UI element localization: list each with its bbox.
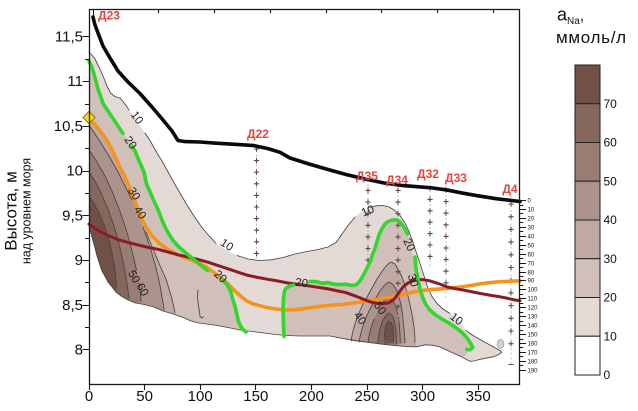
svg-text:10,5: 10,5 (54, 118, 83, 135)
svg-text:20: 20 (604, 291, 618, 305)
svg-text:11: 11 (67, 73, 83, 90)
svg-text:350: 350 (466, 388, 491, 405)
svg-text:10: 10 (528, 208, 535, 214)
svg-text:Д35: Д35 (356, 169, 378, 183)
svg-text:Д33: Д33 (445, 171, 467, 185)
svg-text:60: 60 (134, 281, 151, 298)
svg-text:Д32: Д32 (417, 167, 439, 181)
svg-text:10: 10 (218, 237, 235, 254)
svg-text:50: 50 (125, 268, 142, 285)
svg-text:250: 250 (354, 388, 379, 405)
svg-text:150: 150 (528, 333, 539, 339)
svg-text:40: 40 (131, 204, 148, 221)
svg-text:0: 0 (528, 199, 532, 205)
svg-text:Д23: Д23 (98, 9, 120, 23)
svg-text:ммоль/л: ммоль/л (556, 28, 627, 47)
svg-text:80: 80 (528, 271, 535, 277)
svg-text:50: 50 (528, 244, 535, 250)
svg-text:20: 20 (294, 277, 308, 291)
svg-text:11,5: 11,5 (55, 29, 83, 46)
svg-text:300: 300 (410, 388, 435, 405)
svg-text:140: 140 (528, 324, 539, 330)
svg-text:40: 40 (528, 235, 535, 241)
svg-text:Д34: Д34 (386, 173, 408, 187)
svg-text:90: 90 (528, 279, 535, 285)
svg-text:10: 10 (604, 329, 618, 343)
svg-text:30: 30 (405, 273, 420, 289)
svg-text:180: 180 (528, 360, 539, 366)
svg-text:над уровнем моря: над уровнем моря (20, 158, 34, 264)
svg-text:120: 120 (528, 306, 539, 312)
svg-text:60: 60 (528, 253, 535, 259)
svg-text:20: 20 (528, 217, 535, 223)
svg-text:130: 130 (528, 315, 539, 321)
svg-text:60: 60 (604, 136, 618, 150)
svg-text:50: 50 (604, 174, 618, 188)
svg-text:0: 0 (604, 368, 611, 382)
svg-text:30: 30 (604, 252, 618, 266)
svg-text:160: 160 (528, 342, 539, 348)
svg-text:10: 10 (66, 163, 83, 180)
svg-text:110: 110 (528, 297, 538, 303)
svg-text:20: 20 (400, 237, 416, 254)
svg-text:100: 100 (188, 388, 213, 405)
svg-text:170: 170 (528, 351, 539, 357)
svg-text:100: 100 (528, 288, 539, 294)
svg-text:9,5: 9,5 (62, 207, 83, 224)
svg-text:Д4: Д4 (502, 182, 518, 196)
svg-text:10: 10 (360, 204, 376, 220)
svg-text:8: 8 (75, 342, 83, 359)
svg-text:9: 9 (75, 252, 83, 269)
svg-text:190: 190 (528, 369, 539, 375)
svg-text:Высота, м: Высота, м (2, 171, 21, 251)
svg-text:70: 70 (528, 262, 535, 268)
svg-text:0: 0 (85, 388, 93, 405)
svg-text:30: 30 (528, 226, 535, 232)
svg-text:8,5: 8,5 (62, 297, 83, 314)
svg-text:50: 50 (136, 388, 153, 405)
svg-text:Д22: Д22 (247, 127, 269, 141)
svg-text:70: 70 (604, 97, 618, 111)
svg-text:30: 30 (125, 185, 142, 202)
svg-text:150: 150 (243, 388, 268, 405)
svg-text:40: 40 (604, 213, 618, 227)
svg-text:200: 200 (299, 388, 324, 405)
